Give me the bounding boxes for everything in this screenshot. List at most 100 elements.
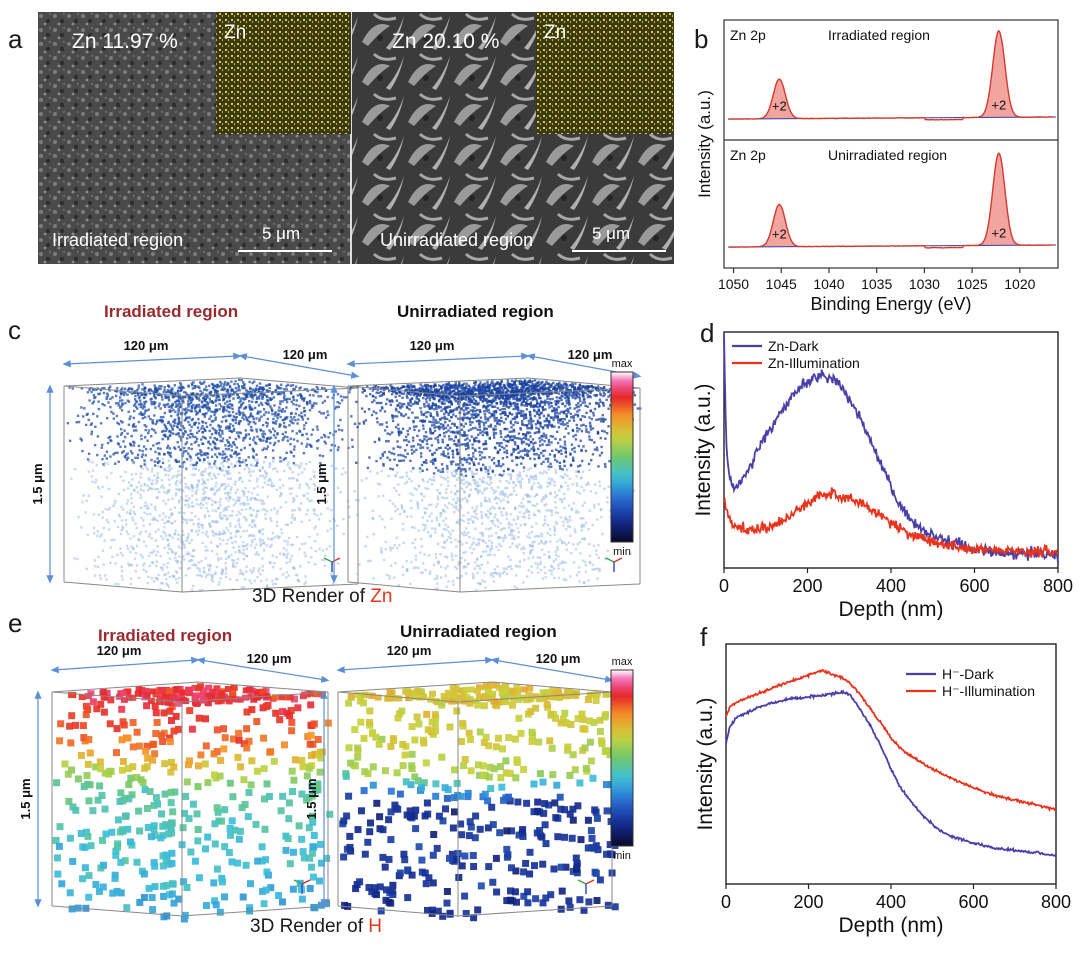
panel-label-e: e bbox=[8, 608, 23, 638]
zn-depth-chart: 0 200 400 600 800 Depth (nm) Intensity (a.u.) Z… bbox=[692, 331, 1073, 620]
d-x-tick-label: 200 bbox=[792, 576, 822, 596]
panel-label-a: a bbox=[8, 24, 23, 54]
xps-y-axis-label: Intensity (a.u.) bbox=[695, 90, 714, 198]
f-x-tick-label: 600 bbox=[958, 892, 988, 912]
zn-percent-unirradiated: Zn 20.10 % bbox=[392, 30, 500, 53]
panel-label-c: c bbox=[8, 315, 21, 345]
d-y-axis-label: Intensity (a.u.) bbox=[692, 383, 715, 516]
xps-spectrum-bottom bbox=[728, 151, 1054, 249]
f-x-axis-label: Depth (nm) bbox=[838, 914, 943, 937]
colorbar-min-label: min bbox=[613, 850, 631, 862]
dim-arrow-width bbox=[346, 352, 530, 368]
dim-label-depth: 120 μm bbox=[536, 651, 581, 666]
xps-peak-fill bbox=[748, 204, 810, 247]
colorbar-max-label: max bbox=[612, 656, 633, 668]
xps-chart: +2 +2 Zn 2p Irradiated region +2 +2 Zn 2p Unirr… bbox=[695, 19, 1059, 314]
c-title-irradiated: Irradiated region bbox=[104, 302, 239, 321]
sem-images bbox=[38, 12, 674, 264]
h-depth-chart: 0 200 400 600 800 Depth (nm) Intensity (a.u.) H… bbox=[694, 643, 1071, 937]
panel-label-d: d bbox=[700, 318, 715, 348]
eds-map-irradiated bbox=[216, 12, 351, 134]
d-x-tick-label: 800 bbox=[1043, 576, 1073, 596]
xps-peak-fill bbox=[748, 79, 810, 119]
dim-arrow-depth bbox=[238, 353, 360, 379]
axis-triad-icon bbox=[293, 879, 303, 885]
xps-peak-label: +2 bbox=[991, 97, 1006, 112]
cube-render-h-irradiated: 120 μm 120 μm 1.5 μm bbox=[20, 643, 334, 923]
xps-x-tick-label: 1020 bbox=[1004, 276, 1035, 292]
dim-label-width: 120 μm bbox=[387, 643, 432, 658]
dim-label-width: 120 μm bbox=[124, 338, 169, 353]
d-x-axis-label: Depth (nm) bbox=[838, 598, 943, 620]
sem-region-irradiated: Irradiated region bbox=[52, 230, 184, 250]
c-title-unirradiated: Unirradiated region bbox=[397, 302, 554, 321]
xps-x-tick-label: 1030 bbox=[909, 276, 940, 292]
xps-x-tick-label: 1040 bbox=[813, 276, 844, 292]
e-title-irradiated: Irradiated region bbox=[98, 626, 233, 645]
dim-label-height: 1.5 μm bbox=[20, 778, 33, 819]
scale-label-right: 5 μm bbox=[592, 224, 631, 243]
cube-render-zn-unirradiated: 120 μm 120 μm 1.5 μm bbox=[314, 338, 642, 593]
xps-element-bottom: Zn 2p bbox=[730, 147, 766, 163]
d-series-dark bbox=[723, 334, 1059, 563]
cube-render-zn-irradiated: 120 μm 120 μm 1.5 μm bbox=[30, 338, 360, 593]
f-x-tick-label: 0 bbox=[721, 892, 731, 912]
zn-percent-irradiated: Zn 11.97 % bbox=[72, 30, 178, 53]
eds-map-unirradiated bbox=[536, 12, 674, 134]
xps-peak-fill bbox=[968, 31, 1030, 118]
f-x-tick-label: 800 bbox=[1041, 892, 1071, 912]
d-x-tick-label: 600 bbox=[959, 576, 989, 596]
e-caption: 3D Render of H bbox=[250, 916, 383, 937]
colorbar-min-label: min bbox=[613, 546, 631, 558]
f-series-dark bbox=[725, 689, 1057, 857]
xps-x-tick-label: 1025 bbox=[957, 276, 988, 292]
zn-3d-renders: 120 μm 120 μm 1.5 μm 120 μm 120 μm 1.5 μm max m… bbox=[30, 338, 642, 593]
dim-label-width: 120 μm bbox=[410, 338, 455, 353]
colorbar-max-label: max bbox=[612, 358, 633, 370]
axis-triad-icon bbox=[577, 879, 587, 885]
f-x-tick-label: 200 bbox=[793, 892, 823, 912]
xps-spectrum-top bbox=[728, 29, 1054, 121]
dim-arrow-width bbox=[62, 352, 242, 368]
f-y-axis-label: Intensity (a.u.) bbox=[694, 697, 717, 830]
f-legend-label: H⁻-Illumination bbox=[942, 683, 1035, 699]
eds-label-right: Zn bbox=[544, 22, 567, 43]
dim-label-width: 120 μm bbox=[97, 643, 142, 658]
dim-arrow-depth bbox=[196, 657, 330, 683]
d-series-illumination bbox=[723, 487, 1059, 559]
c-caption: 3D Render of Zn bbox=[252, 586, 393, 607]
panel-label-f: f bbox=[700, 622, 708, 652]
xps-x-tick-label: 1045 bbox=[766, 276, 797, 292]
f-frame bbox=[725, 643, 1057, 885]
xps-peak-label: +2 bbox=[991, 225, 1006, 240]
xps-x-tick-label: 1050 bbox=[718, 276, 749, 292]
dim-label-height: 1.5 μm bbox=[314, 463, 329, 504]
dim-arrow-width bbox=[50, 656, 200, 674]
dim-label-height: 1.5 μm bbox=[304, 778, 319, 819]
xps-peak-fill bbox=[968, 153, 1030, 246]
h-3d-renders: 120 μm 120 μm 1.5 μm 120 μm 120 μm 1.5 μm max m… bbox=[20, 643, 634, 923]
dim-label-depth: 120 μm bbox=[568, 347, 613, 362]
f-x-tick-label: 400 bbox=[876, 892, 906, 912]
scale-label-left: 5 μm bbox=[262, 224, 301, 243]
d-x-tick-label: 0 bbox=[719, 576, 729, 596]
dim-label-depth: 120 μm bbox=[247, 651, 292, 666]
panel-label-b: b bbox=[694, 24, 709, 54]
xps-region-bottom: Unirradiated region bbox=[828, 147, 947, 163]
axis-triad-icon bbox=[605, 557, 615, 563]
d-x-tick-label: 400 bbox=[876, 576, 906, 596]
dim-arrow-depth bbox=[490, 657, 614, 683]
dim-arrow-width bbox=[336, 656, 494, 674]
xps-frame bbox=[723, 19, 1059, 269]
xps-region-top: Irradiated region bbox=[828, 27, 930, 43]
dim-label-height: 1.5 μm bbox=[30, 463, 45, 504]
xps-peak-label: +2 bbox=[772, 99, 787, 114]
cube-render-h-unirradiated: 120 μm 120 μm 1.5 μm bbox=[304, 643, 619, 922]
f-legend-label: H⁻-Dark bbox=[942, 666, 995, 682]
d-legend-label: Zn-Illumination bbox=[768, 355, 860, 371]
d-legend-label: Zn-Dark bbox=[768, 338, 820, 354]
eds-label-left: Zn bbox=[224, 22, 247, 43]
dim-label-depth: 120 μm bbox=[283, 347, 328, 362]
xps-x-axis-label: Binding Energy (eV) bbox=[810, 294, 971, 314]
colorbar bbox=[610, 669, 634, 847]
